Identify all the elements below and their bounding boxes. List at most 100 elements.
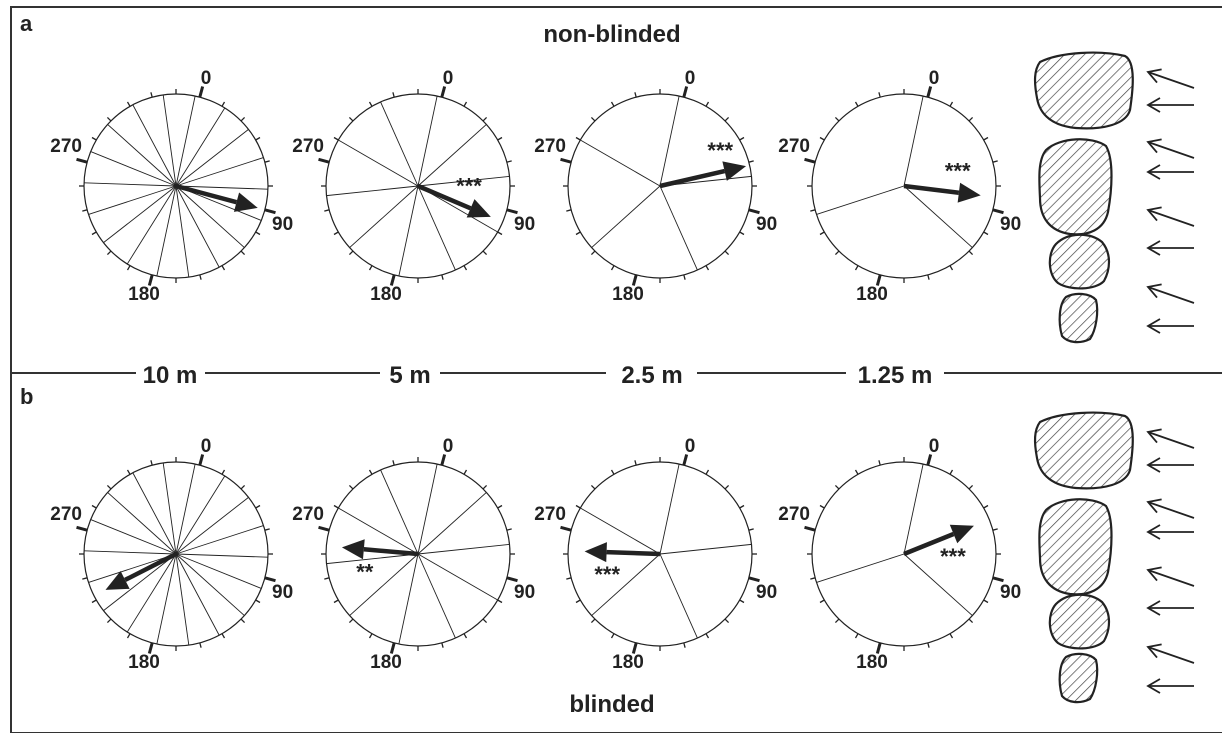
tick-mark — [324, 209, 330, 212]
significance-stars: *** — [945, 159, 971, 184]
axis-label-270: 270 — [778, 136, 810, 157]
sector-line — [417, 185, 456, 271]
wind-arrow — [1146, 138, 1195, 159]
tick-mark — [610, 265, 615, 271]
mean-vector-arrowhead — [957, 182, 981, 203]
major-tick — [318, 525, 330, 532]
sector-line — [580, 507, 661, 555]
tick-mark — [126, 633, 131, 639]
tick-mark — [968, 250, 974, 256]
stone-column-a — [1033, 51, 1195, 344]
tick-mark — [255, 136, 261, 141]
sector-line — [816, 553, 905, 583]
tick-mark — [683, 642, 686, 648]
wind-arrow — [1146, 678, 1194, 694]
tick-mark — [983, 231, 989, 236]
axis-label-270: 270 — [50, 504, 82, 525]
figure-frame — [10, 6, 1222, 733]
tick-mark — [854, 265, 859, 271]
tick-mark — [91, 136, 97, 141]
tick-mark — [392, 92, 395, 98]
axis-label-180: 180 — [128, 284, 160, 305]
wind-arrow — [1146, 643, 1195, 664]
sector-line — [175, 185, 268, 190]
sector-line — [175, 475, 226, 555]
mean-vector-arrowhead — [722, 161, 747, 181]
sector-line — [107, 124, 177, 187]
tick-mark — [819, 136, 825, 141]
major-tick — [560, 525, 572, 532]
panel-b-circles: 0 90 180 270 0 90 180 270 ** 0 90 180 270 *** 0 90 180 27… — [50, 436, 1021, 673]
major-tick — [992, 208, 1004, 215]
significance-stars: ** — [356, 559, 374, 584]
distance-label-5m: 5 m — [389, 362, 430, 389]
axis-label-0: 0 — [685, 68, 696, 89]
sector-line — [349, 553, 419, 616]
major-tick — [631, 274, 638, 286]
sector-line — [659, 543, 752, 555]
tick-mark — [834, 250, 840, 256]
circular-plot-2.5m: 0 90 180 270 *** — [534, 68, 777, 305]
tick-mark — [748, 160, 754, 163]
axis-label-0: 0 — [201, 68, 212, 89]
sector-line — [126, 185, 177, 265]
mean-vector-shaft — [659, 168, 726, 189]
tick-mark — [150, 460, 153, 466]
tick-mark — [199, 274, 202, 280]
panel-b-title: blinded — [569, 691, 654, 718]
tick-mark — [705, 469, 710, 475]
axis-label-270: 270 — [534, 136, 566, 157]
tick-mark — [255, 504, 261, 509]
tick-mark — [748, 528, 754, 531]
sector-line — [591, 553, 661, 616]
tick-mark — [91, 231, 97, 236]
tick-mark — [333, 136, 339, 141]
axis-label-0: 0 — [929, 436, 940, 457]
sector-line — [380, 469, 419, 555]
axis-label-90: 90 — [756, 214, 777, 235]
tick-mark — [992, 160, 998, 163]
tick-mark — [348, 618, 354, 624]
major-tick — [804, 525, 816, 532]
sector-line — [417, 492, 487, 555]
tick-mark — [810, 577, 816, 580]
tick-mark — [150, 92, 153, 98]
tick-mark — [199, 642, 202, 648]
sector-line — [175, 185, 245, 248]
tick-mark — [927, 274, 930, 280]
significance-stars: *** — [456, 174, 482, 199]
tick-mark — [497, 231, 503, 236]
axis-label-270: 270 — [534, 504, 566, 525]
sector-line — [103, 553, 177, 611]
major-tick — [748, 576, 760, 583]
circular-plot-2.5m: 0 90 180 270 *** — [534, 436, 777, 673]
mean-vector-shaft — [903, 531, 955, 557]
tick-mark — [441, 274, 444, 280]
axis-label-0: 0 — [929, 68, 940, 89]
wind-arrow — [1146, 524, 1194, 540]
major-tick — [264, 208, 276, 215]
tick-mark — [497, 136, 503, 141]
tick-mark — [983, 599, 989, 604]
major-tick — [631, 642, 638, 654]
tick-mark — [221, 633, 226, 639]
major-tick — [926, 86, 933, 98]
tick-mark — [575, 599, 581, 604]
sector-line — [175, 553, 220, 636]
major-tick — [440, 86, 447, 98]
sector-line — [156, 185, 177, 277]
tick-mark — [368, 265, 373, 271]
axis-label-90: 90 — [514, 582, 535, 603]
circular-plot-10m: 0 90 180 270 — [50, 436, 293, 673]
sector-line — [175, 185, 220, 268]
tick-mark — [348, 250, 354, 256]
tick-mark — [819, 599, 825, 604]
tick-mark — [106, 618, 112, 624]
tick-mark — [221, 101, 226, 107]
tick-mark — [834, 484, 840, 490]
sector-line — [132, 104, 177, 187]
sector-line — [816, 185, 905, 215]
sector-line — [175, 157, 264, 187]
tick-mark — [126, 265, 131, 271]
